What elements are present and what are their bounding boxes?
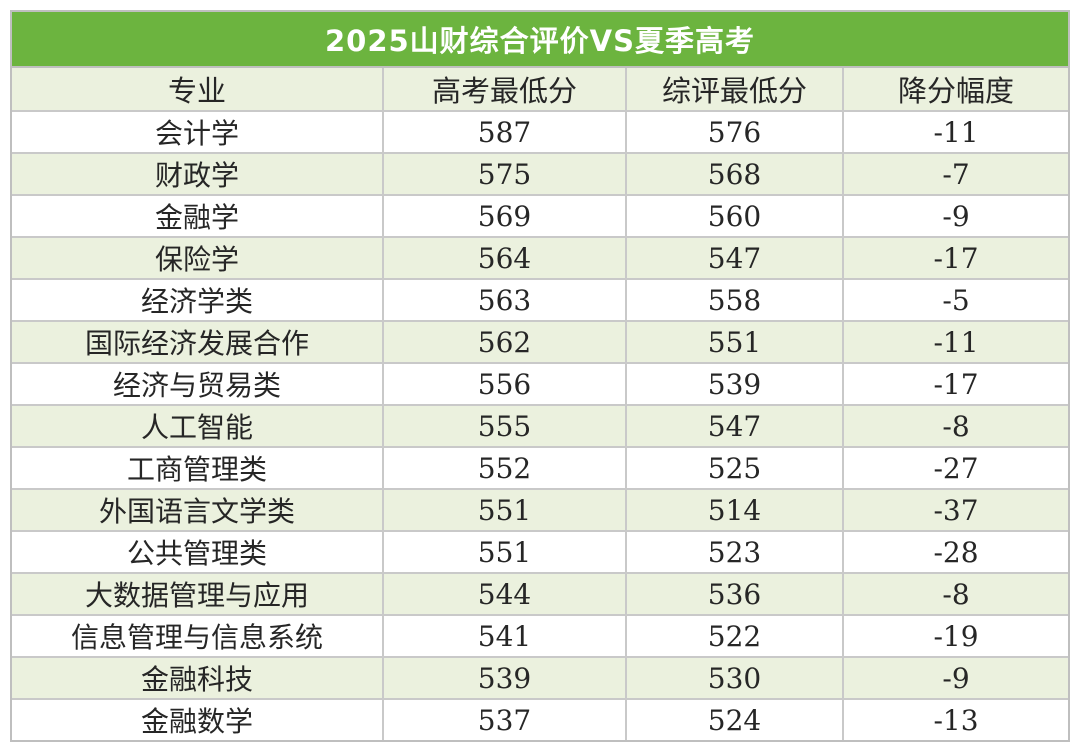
header-zongping-min: 综评最低分 (626, 68, 844, 112)
major-cell: 经济学类 (12, 279, 384, 322)
header-drop: 降分幅度 (843, 68, 1068, 112)
table-row: 财政学 575 568 -7 (12, 153, 1068, 196)
drop-cell: -11 (843, 321, 1068, 364)
gaokao-min-cell: 537 (383, 699, 627, 740)
drop-cell: -13 (843, 699, 1068, 740)
table-row: 金融学 569 560 -9 (12, 195, 1068, 238)
gaokao-min-cell: 555 (383, 405, 627, 448)
gaokao-min-cell: 539 (383, 657, 627, 700)
header-row: 专业 高考最低分 综评最低分 降分幅度 (12, 68, 1068, 112)
major-cell: 信息管理与信息系统 (12, 615, 384, 658)
drop-cell: -7 (843, 153, 1068, 196)
drop-cell: -37 (843, 489, 1068, 532)
gaokao-min-cell: 587 (383, 111, 627, 154)
drop-cell: -9 (843, 195, 1068, 238)
zongping-min-cell: 514 (626, 489, 844, 532)
gaokao-min-cell: 575 (383, 153, 627, 196)
zongping-min-cell: 536 (626, 573, 844, 616)
drop-cell: -27 (843, 447, 1068, 490)
header-major: 专业 (12, 68, 384, 112)
major-cell: 金融学 (12, 195, 384, 238)
zongping-min-cell: 522 (626, 615, 844, 658)
major-cell: 财政学 (12, 153, 384, 196)
major-cell: 工商管理类 (12, 447, 384, 490)
major-cell: 经济与贸易类 (12, 363, 384, 406)
table-row: 外国语言文学类 551 514 -37 (12, 489, 1068, 532)
gaokao-min-cell: 564 (383, 237, 627, 280)
major-cell: 金融数学 (12, 699, 384, 740)
table-row: 保险学 564 547 -17 (12, 237, 1068, 280)
major-cell: 国际经济发展合作 (12, 321, 384, 364)
major-cell: 金融科技 (12, 657, 384, 700)
gaokao-min-cell: 569 (383, 195, 627, 238)
drop-cell: -8 (843, 573, 1068, 616)
major-cell: 人工智能 (12, 405, 384, 448)
major-cell: 保险学 (12, 237, 384, 280)
zongping-min-cell: 547 (626, 405, 844, 448)
table-row: 金融科技 539 530 -9 (12, 657, 1068, 700)
gaokao-min-cell: 556 (383, 363, 627, 406)
zongping-min-cell: 523 (626, 531, 844, 574)
gaokao-min-cell: 563 (383, 279, 627, 322)
gaokao-min-cell: 541 (383, 615, 627, 658)
drop-cell: -5 (843, 279, 1068, 322)
drop-cell: -9 (843, 657, 1068, 700)
gaokao-min-cell: 544 (383, 573, 627, 616)
table-row: 金融数学 537 524 -13 (12, 699, 1068, 740)
gaokao-min-cell: 562 (383, 321, 627, 364)
major-cell: 大数据管理与应用 (12, 573, 384, 616)
zongping-min-cell: 524 (626, 699, 844, 740)
zongping-min-cell: 539 (626, 363, 844, 406)
zongping-min-cell: 558 (626, 279, 844, 322)
table-row: 大数据管理与应用 544 536 -8 (12, 573, 1068, 616)
zongping-min-cell: 560 (626, 195, 844, 238)
drop-cell: -17 (843, 237, 1068, 280)
major-cell: 会计学 (12, 111, 384, 154)
zongping-min-cell: 525 (626, 447, 844, 490)
zongping-min-cell: 551 (626, 321, 844, 364)
drop-cell: -19 (843, 615, 1068, 658)
table-row: 经济与贸易类 556 539 -17 (12, 363, 1068, 406)
table-title: 2025山财综合评价VS夏季高考 (12, 12, 1068, 68)
table-row: 经济学类 563 558 -5 (12, 279, 1068, 322)
score-comparison-table: 2025山财综合评价VS夏季高考 专业 高考最低分 综评最低分 降分幅度 会计学… (10, 10, 1070, 742)
zongping-min-cell: 576 (626, 111, 844, 154)
major-cell: 公共管理类 (12, 531, 384, 574)
zongping-min-cell: 568 (626, 153, 844, 196)
gaokao-min-cell: 551 (383, 489, 627, 532)
gaokao-min-cell: 552 (383, 447, 627, 490)
table-row: 公共管理类 551 523 -28 (12, 531, 1068, 574)
major-cell: 外国语言文学类 (12, 489, 384, 532)
zongping-min-cell: 530 (626, 657, 844, 700)
gaokao-min-cell: 551 (383, 531, 627, 574)
drop-cell: -11 (843, 111, 1068, 154)
table-row: 国际经济发展合作 562 551 -11 (12, 321, 1068, 364)
table-row: 信息管理与信息系统 541 522 -19 (12, 615, 1068, 658)
score-table: 专业 高考最低分 综评最低分 降分幅度 会计学 587 576 -11 财政学 575 56… (12, 68, 1068, 740)
table-body: 会计学 587 576 -11 财政学 575 568 -7 金融学 569 560 -9 保险学 564… (12, 111, 1068, 740)
table-row: 会计学 587 576 -11 (12, 111, 1068, 154)
drop-cell: -17 (843, 363, 1068, 406)
table-row: 工商管理类 552 525 -27 (12, 447, 1068, 490)
zongping-min-cell: 547 (626, 237, 844, 280)
header-gaokao-min: 高考最低分 (383, 68, 627, 112)
table-row: 人工智能 555 547 -8 (12, 405, 1068, 448)
drop-cell: -28 (843, 531, 1068, 574)
drop-cell: -8 (843, 405, 1068, 448)
